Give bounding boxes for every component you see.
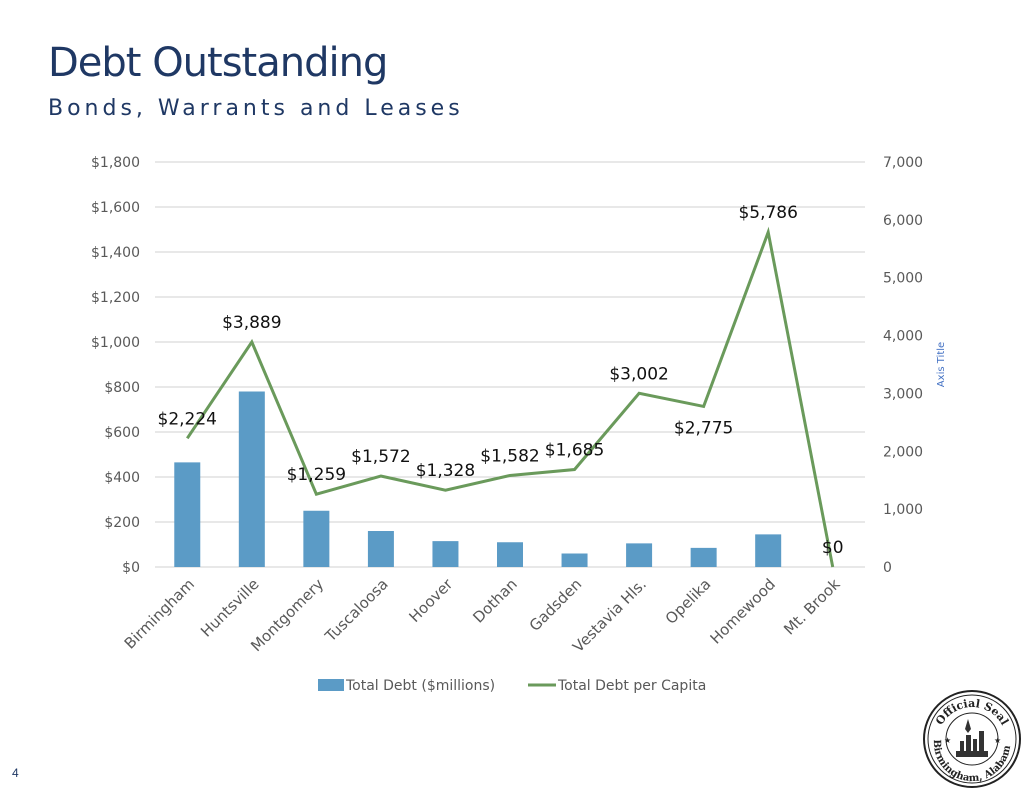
data-label: $2,775 <box>674 418 733 438</box>
data-label: $0 <box>822 538 844 558</box>
x-tick-label: Homewood <box>707 575 779 647</box>
data-label: $1,582 <box>480 446 539 466</box>
x-tick-label: Hoover <box>405 575 456 626</box>
city-seal-logo: Official Seal Birmingham, Alabama ★ ★ <box>922 689 1021 788</box>
svg-text:★: ★ <box>994 736 1001 745</box>
y-left-tick-label: $1,800 <box>91 155 140 171</box>
bar-vestavia-hls- <box>626 543 653 567</box>
y-left-tick-label: $1,200 <box>91 290 140 306</box>
per-capita-line <box>186 226 835 568</box>
x-tick-label: Gadsden <box>526 575 586 635</box>
data-labels: $2,224 $3,889 $1,259$1,572 $1,328$1,582 $1,6… <box>158 203 844 558</box>
x-tick-label: Huntsville <box>197 575 262 640</box>
page-subtitle: Bonds, Warrants and Leases <box>48 96 464 121</box>
bar-huntsville <box>238 391 265 567</box>
data-label: $1,685 <box>545 441 604 461</box>
y-right-tick-label: 1,000 <box>883 502 923 518</box>
debt-combo-chart: $2,224 $3,889 $1,259$1,572 $1,328$1,582 $1,6… <box>91 155 947 694</box>
y-right-tick-label: 6,000 <box>883 213 923 229</box>
data-label: $3,889 <box>222 313 281 333</box>
legend-label-line: Total Debt per Capita <box>557 678 706 694</box>
line-series <box>186 226 835 568</box>
y-right-tick-label: 7,000 <box>883 155 923 171</box>
y-left-tick-label: $1,400 <box>91 245 140 261</box>
right-axis: 0 1,000 2,000 3,000 4,000 5,000 6,000 7,000 Axis… <box>883 155 947 576</box>
x-tick-label: Dothan <box>469 575 520 626</box>
x-tick-label: Mt. Brook <box>780 575 844 639</box>
y-right-tick-label: 5,000 <box>883 271 923 287</box>
data-label: $1,572 <box>351 447 410 467</box>
x-tick-label: Tuscaloosa <box>321 575 392 646</box>
y-left-tick-label: $200 <box>104 515 140 531</box>
left-axis: $0 $200 $400 $600 $800 $1,000 $1,200 $1,400 $1,6… <box>91 155 140 576</box>
data-label: $1,259 <box>287 465 346 485</box>
data-label: $3,002 <box>609 364 668 384</box>
y-left-tick-label: $1,000 <box>91 335 140 351</box>
legend-swatch-bar <box>318 679 344 691</box>
y-left-tick-label: $0 <box>122 560 140 576</box>
page-title: Debt Outstanding <box>48 40 388 86</box>
legend-label-bar: Total Debt ($millions) <box>345 678 495 694</box>
category-axis: Birmingham HuntsvilleMontgomeryTuscaloosa… <box>121 575 844 656</box>
y-left-tick-label: $800 <box>104 380 140 396</box>
bar-gadsden <box>561 553 588 567</box>
bar-series <box>174 391 782 567</box>
y-right-axis-title: Axis Title <box>936 342 947 387</box>
bar-birmingham <box>174 462 201 567</box>
y-left-tick-label: $1,600 <box>91 200 140 216</box>
data-label: $1,328 <box>416 461 475 481</box>
page-number: 4 <box>12 766 19 780</box>
x-tick-label: Birmingham <box>121 575 198 652</box>
y-right-tick-label: 0 <box>883 560 892 576</box>
y-left-tick-label: $600 <box>104 425 140 441</box>
y-right-tick-label: 2,000 <box>883 444 923 460</box>
y-left-tick-label: $400 <box>104 470 140 486</box>
data-label: $5,786 <box>738 203 797 223</box>
bar-tuscaloosa <box>367 531 394 567</box>
x-tick-label: Opelika <box>662 575 715 628</box>
data-label: $2,224 <box>158 409 217 429</box>
bar-homewood <box>755 534 782 567</box>
y-right-tick-label: 4,000 <box>883 329 923 345</box>
svg-text:★: ★ <box>944 736 951 745</box>
y-right-tick-label: 3,000 <box>883 386 923 402</box>
legend: Total Debt ($millions) Total Debt per Cap… <box>318 678 706 694</box>
bar-montgomery <box>303 510 330 567</box>
bar-opelika <box>690 547 717 567</box>
bar-hoover <box>432 541 459 567</box>
bar-dothan <box>497 542 523 567</box>
